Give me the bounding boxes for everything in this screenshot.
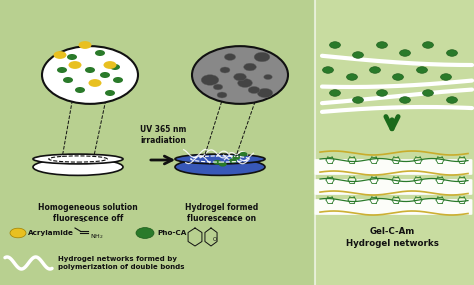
Text: Hydrogel networks formed by
polymerization of double bonds: Hydrogel networks formed by polymerizati… xyxy=(58,256,184,270)
Circle shape xyxy=(400,50,410,56)
Circle shape xyxy=(232,155,240,160)
Text: UV 365 nm
irradiation: UV 365 nm irradiation xyxy=(140,125,186,145)
Circle shape xyxy=(248,86,260,93)
Ellipse shape xyxy=(33,154,123,164)
Circle shape xyxy=(100,72,110,78)
Circle shape xyxy=(254,52,270,62)
Circle shape xyxy=(224,54,236,60)
Circle shape xyxy=(42,46,138,104)
Circle shape xyxy=(213,84,223,90)
Circle shape xyxy=(322,67,334,73)
Circle shape xyxy=(95,50,105,56)
Circle shape xyxy=(220,67,230,73)
FancyBboxPatch shape xyxy=(315,179,473,195)
Circle shape xyxy=(136,228,154,239)
Text: Homogeneous solution
fluorescence off: Homogeneous solution fluorescence off xyxy=(38,203,138,223)
Circle shape xyxy=(67,54,77,60)
Circle shape xyxy=(113,77,123,83)
Text: O: O xyxy=(81,218,85,223)
Text: Hydrogel formed
fluorescence on: Hydrogel formed fluorescence on xyxy=(185,203,259,223)
Circle shape xyxy=(353,52,364,58)
Circle shape xyxy=(110,64,120,70)
Circle shape xyxy=(376,42,388,48)
Circle shape xyxy=(229,158,237,163)
Text: $\mathregular{C=CH_2}$: $\mathregular{C=CH_2}$ xyxy=(217,215,237,224)
Bar xyxy=(315,0,474,285)
Circle shape xyxy=(219,162,227,167)
Ellipse shape xyxy=(175,154,265,164)
Circle shape xyxy=(376,90,388,96)
Circle shape xyxy=(329,42,340,48)
Circle shape xyxy=(440,74,452,80)
Ellipse shape xyxy=(175,158,265,175)
Text: O: O xyxy=(213,237,217,242)
Circle shape xyxy=(192,46,288,104)
FancyBboxPatch shape xyxy=(315,199,473,215)
Text: Acrylamide: Acrylamide xyxy=(28,230,74,236)
Circle shape xyxy=(69,61,82,69)
Circle shape xyxy=(392,74,403,80)
Circle shape xyxy=(239,152,247,157)
Circle shape xyxy=(329,90,340,96)
Circle shape xyxy=(244,63,256,71)
Circle shape xyxy=(217,92,227,98)
Circle shape xyxy=(85,67,95,73)
Circle shape xyxy=(346,74,357,80)
Circle shape xyxy=(54,51,66,59)
Circle shape xyxy=(370,67,381,73)
Circle shape xyxy=(57,67,67,73)
Circle shape xyxy=(417,67,428,73)
Circle shape xyxy=(213,160,221,165)
Circle shape xyxy=(422,42,434,48)
Circle shape xyxy=(264,74,272,80)
Circle shape xyxy=(105,90,115,96)
Circle shape xyxy=(89,79,101,87)
Circle shape xyxy=(400,97,410,103)
Circle shape xyxy=(237,79,253,87)
Circle shape xyxy=(79,41,91,49)
Circle shape xyxy=(234,73,246,81)
Ellipse shape xyxy=(33,158,123,175)
Circle shape xyxy=(353,97,364,103)
Circle shape xyxy=(63,77,73,83)
Text: $\mathregular{NH_2}$: $\mathregular{NH_2}$ xyxy=(90,233,104,241)
Circle shape xyxy=(447,97,457,103)
Circle shape xyxy=(422,90,434,96)
Circle shape xyxy=(257,88,273,98)
Circle shape xyxy=(75,87,85,93)
Circle shape xyxy=(447,50,457,56)
Text: Pho-CA: Pho-CA xyxy=(157,230,186,236)
FancyBboxPatch shape xyxy=(315,159,473,175)
Circle shape xyxy=(10,228,26,238)
Circle shape xyxy=(201,75,219,85)
Text: Gel-C-Am
Hydrogel networks: Gel-C-Am Hydrogel networks xyxy=(346,227,438,248)
Circle shape xyxy=(103,61,117,69)
